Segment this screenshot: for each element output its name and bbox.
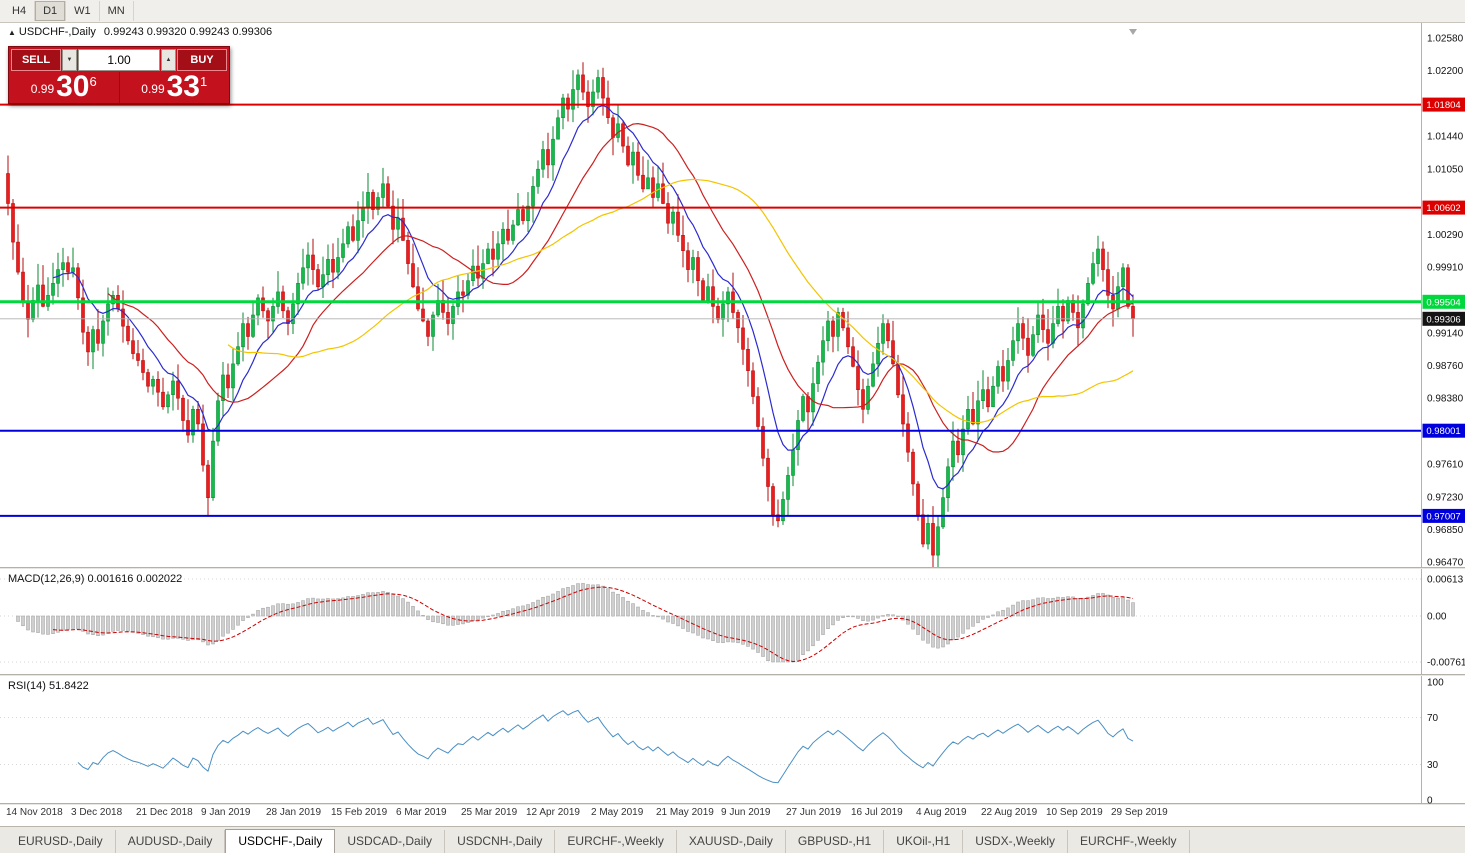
svg-text:10 Sep 2019: 10 Sep 2019 — [1046, 807, 1103, 818]
tab-eurchf-weekly[interactable]: EURCHF-,Weekly — [1068, 830, 1190, 853]
one-click-trading-panel: SELL ▼ ▲ BUY 0.99 30 6 0.99 33 1 — [8, 46, 230, 104]
chart-tab-bar: EURUSD-,Daily AUDUSD-,Daily USDCHF-,Daily U… — [0, 826, 1465, 853]
current-price-badge — [1422, 311, 1465, 326]
svg-text:0.99140: 0.99140 — [1427, 329, 1464, 340]
svg-text:0.97610: 0.97610 — [1427, 460, 1464, 471]
sell-price-prefix: 0.99 — [30, 82, 55, 96]
svg-text:27 Jun 2019: 27 Jun 2019 — [786, 807, 841, 818]
tab-usdcnh-daily[interactable]: USDCNH-,Daily — [445, 830, 556, 853]
sell-button[interactable]: SELL — [11, 49, 61, 71]
tab-gbpusd-h1[interactable]: GBPUSD-,H1 — [786, 830, 885, 853]
tab-usdcad-daily[interactable]: USDCAD-,Daily — [335, 830, 446, 853]
svg-text:0.99504: 0.99504 — [1426, 297, 1460, 308]
svg-text:1.01804: 1.01804 — [1426, 100, 1460, 111]
svg-text:0.99306: 0.99306 — [1426, 314, 1460, 325]
tab-eurchf-weekly[interactable]: EURCHF-,Weekly — [555, 830, 677, 853]
volume-increase-icon: ▲ — [165, 57, 172, 63]
price-scale[interactable]: 1.02580 1.02200 1.01440 1.01050 1.00290 0.999… — [1421, 23, 1465, 803]
svg-text:0: 0 — [1427, 796, 1433, 807]
volume-increase-button[interactable]: ▲ — [161, 49, 176, 71]
sell-price-point: 6 — [89, 74, 97, 89]
buy-price-point: 1 — [200, 74, 208, 89]
volume-decrease-button[interactable]: ▼ — [62, 49, 77, 71]
svg-text:1.00602: 1.00602 — [1426, 203, 1460, 214]
svg-text:9 Jun 2019: 9 Jun 2019 — [721, 807, 771, 818]
svg-text:14 Nov 2018: 14 Nov 2018 — [6, 807, 63, 818]
svg-text:16 Jul 2019: 16 Jul 2019 — [851, 807, 903, 818]
svg-text:12 Apr 2019: 12 Apr 2019 — [526, 807, 580, 818]
svg-text:15 Feb 2019: 15 Feb 2019 — [331, 807, 388, 818]
buy-price-pips: 33 — [166, 70, 200, 103]
svg-text:1.00290: 1.00290 — [1427, 230, 1464, 241]
tab-ukoil-h1[interactable]: UKOil-,H1 — [884, 830, 964, 853]
ma-sma45-line — [227, 178, 1134, 424]
scroll-to-end-marker-icon[interactable] — [1129, 29, 1137, 35]
svg-text:25 Mar 2019: 25 Mar 2019 — [461, 807, 518, 818]
svg-text:29 Sep 2019: 29 Sep 2019 — [1111, 807, 1168, 818]
svg-text:0.00: 0.00 — [1427, 612, 1447, 623]
svg-text:-0.00761: -0.00761 — [1427, 658, 1465, 669]
chart-expand-icon[interactable]: ▲ — [8, 28, 16, 37]
macd-indicator-title: MACD(12,26,9) 0.001616 0.002022 — [8, 573, 183, 585]
tab-usdx-weekly[interactable]: USDX-,Weekly — [963, 830, 1069, 853]
svg-text:0.98380: 0.98380 — [1427, 394, 1464, 405]
svg-text:0.97007: 0.97007 — [1426, 511, 1460, 522]
macd-panel[interactable] — [0, 578, 1422, 663]
macd-scale: 0.00613 0.00 -0.00761 — [1427, 575, 1465, 669]
rsi-scale: 100 70 30 0 — [1427, 678, 1444, 807]
sell-price-pips: 30 — [56, 70, 90, 103]
svg-text:1.02580: 1.02580 — [1427, 34, 1464, 45]
sell-price-display[interactable]: 0.99 30 6 — [9, 72, 119, 103]
tab-eurusd-daily[interactable]: EURUSD-,Daily — [6, 830, 116, 853]
buy-price-prefix: 0.99 — [141, 82, 165, 96]
date-axis[interactable]: 14 Nov 2018 3 Dec 2018 21 Dec 2018 9 Jan 20… — [6, 807, 1168, 818]
rsi-panel[interactable] — [0, 709, 1422, 784]
svg-text:0.96470: 0.96470 — [1427, 558, 1464, 569]
svg-text:1.02200: 1.02200 — [1427, 66, 1464, 77]
svg-text:30: 30 — [1427, 760, 1439, 771]
candles-layer — [6, 62, 1135, 567]
svg-text:100: 100 — [1427, 678, 1444, 689]
tab-audusd-daily[interactable]: AUDUSD-,Daily — [116, 830, 226, 853]
timeframe-button-mn[interactable]: MN — [100, 1, 134, 21]
tab-usdchf-daily[interactable]: USDCHF-,Daily — [225, 829, 336, 853]
svg-text:6 Mar 2019: 6 Mar 2019 — [396, 807, 447, 818]
chart-workspace: 1.02580 1.02200 1.01440 1.01050 1.00290 0.999… — [0, 23, 1465, 826]
svg-text:0.97230: 0.97230 — [1427, 492, 1464, 503]
rsi-indicator-title: RSI(14) 51.8422 — [8, 680, 89, 692]
chart-symbol-label: USDCHF-,Daily — [18, 26, 96, 38]
svg-text:4 Aug 2019: 4 Aug 2019 — [916, 807, 967, 818]
chart-title: ▲ USDCHF-,Daily 0.99243 0.99320 0.99243 0.… — [8, 26, 272, 38]
timeframe-button-d1[interactable]: D1 — [35, 1, 67, 21]
svg-text:1.01050: 1.01050 — [1427, 165, 1464, 176]
tab-xauusd-daily[interactable]: XAUUSD-,Daily — [677, 830, 786, 853]
volume-input[interactable] — [78, 49, 160, 71]
svg-text:2 May 2019: 2 May 2019 — [591, 807, 644, 818]
svg-text:21 May 2019: 21 May 2019 — [656, 807, 714, 818]
timeframe-button-h4[interactable]: H4 — [4, 1, 36, 21]
svg-text:1.01440: 1.01440 — [1427, 131, 1464, 142]
svg-text:0.99910: 0.99910 — [1427, 263, 1464, 274]
svg-text:70: 70 — [1427, 713, 1439, 724]
timeframe-toolbar: H4 D1 W1 MN — [0, 0, 1465, 23]
svg-text:22 Aug 2019: 22 Aug 2019 — [981, 807, 1038, 818]
svg-text:0.96850: 0.96850 — [1427, 525, 1464, 536]
svg-text:21 Dec 2018: 21 Dec 2018 — [136, 807, 193, 818]
svg-text:9 Jan 2019: 9 Jan 2019 — [201, 807, 251, 818]
chart-canvas[interactable]: 1.025801.022001.014401.010501.002900.999… — [0, 23, 1465, 826]
svg-text:0.98760: 0.98760 — [1427, 361, 1464, 372]
ma-sma21-line — [107, 122, 1134, 453]
chart-ohlc-values: 0.99243 0.99320 0.99243 0.99306 — [103, 26, 273, 38]
svg-text:28 Jan 2019: 28 Jan 2019 — [266, 807, 321, 818]
buy-price-display[interactable]: 0.99 33 1 — [118, 70, 230, 103]
buy-button[interactable]: BUY — [177, 49, 227, 71]
timeframe-button-w1[interactable]: W1 — [66, 1, 100, 21]
svg-text:3 Dec 2018: 3 Dec 2018 — [71, 807, 123, 818]
svg-text:0.00613: 0.00613 — [1427, 575, 1464, 586]
horizontal-lines-layer[interactable] — [0, 103, 1422, 517]
volume-decrease-icon: ▼ — [66, 57, 73, 63]
svg-text:0.98001: 0.98001 — [1426, 426, 1460, 437]
